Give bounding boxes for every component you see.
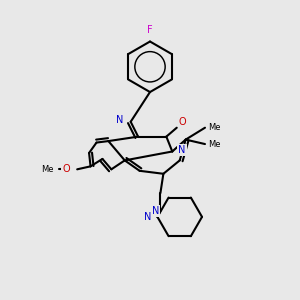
Text: O: O xyxy=(62,164,70,174)
Text: Me: Me xyxy=(41,165,53,174)
Text: F: F xyxy=(147,25,153,34)
Text: O: O xyxy=(179,117,187,127)
Text: N: N xyxy=(144,212,152,222)
Text: Me: Me xyxy=(208,123,220,132)
Text: N: N xyxy=(152,206,159,216)
Text: Me: Me xyxy=(208,140,220,148)
Text: N: N xyxy=(116,115,123,125)
Text: N: N xyxy=(178,145,186,155)
